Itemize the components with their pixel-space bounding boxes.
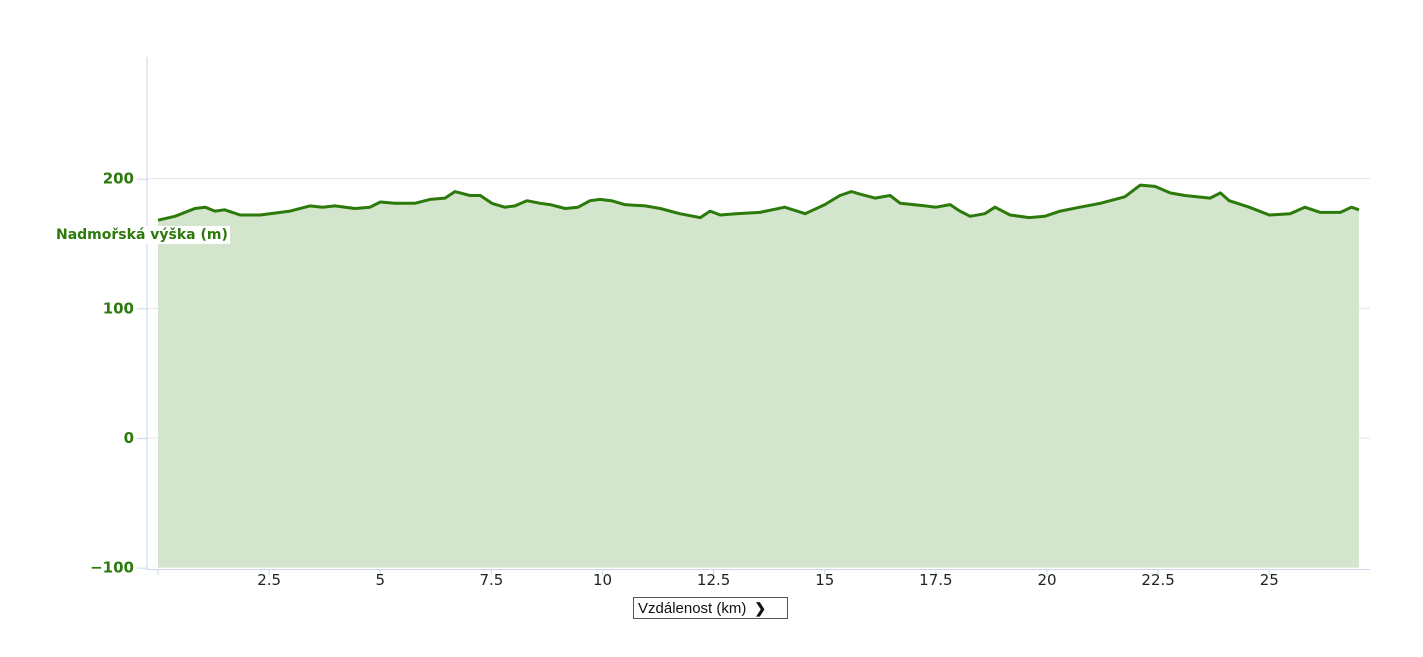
x-tick-label: 2.5 — [257, 571, 281, 589]
y-tick-label: 200 — [103, 170, 134, 188]
x-axis-selector[interactable]: Vzdálenost (km) ❯ — [633, 597, 788, 619]
elevation-area — [158, 185, 1360, 568]
y-tick-label: −100 — [90, 559, 134, 577]
y-axis-title: Nadmořská výška (m) — [54, 226, 230, 244]
x-tick-label: 12.5 — [697, 571, 730, 589]
x-tick-label: 7.5 — [479, 571, 503, 589]
x-axis-selector-value: Vzdálenost (km) — [638, 599, 747, 617]
y-tick-label: 0 — [124, 429, 134, 447]
x-tick-label: 22.5 — [1141, 571, 1174, 589]
x-tick-label: 10 — [593, 571, 612, 589]
x-tick-label: 17.5 — [919, 571, 952, 589]
elevation-line — [157, 183, 1360, 222]
x-tick-label: 15 — [815, 571, 834, 589]
x-tick-label: 5 — [375, 571, 385, 589]
x-tick-label: 20 — [1037, 571, 1056, 589]
x-tick-label: 25 — [1260, 571, 1279, 589]
y-tick-label: 100 — [103, 299, 134, 317]
chevron-down-icon: ❯ — [754, 599, 767, 616]
